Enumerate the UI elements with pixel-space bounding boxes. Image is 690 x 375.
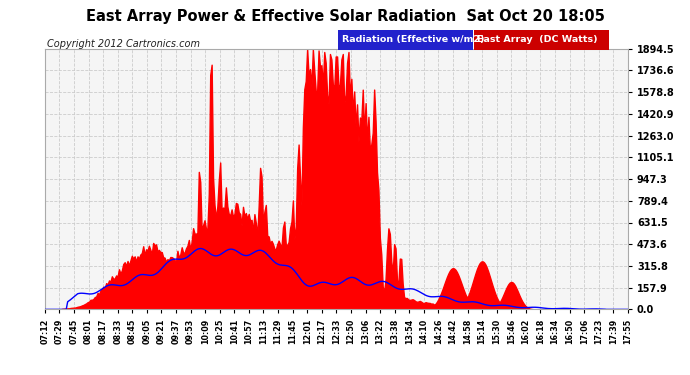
Text: East Array Power & Effective Solar Radiation  Sat Oct 20 18:05: East Array Power & Effective Solar Radia…	[86, 9, 604, 24]
Text: Radiation (Effective w/m2): Radiation (Effective w/m2)	[342, 35, 484, 44]
Text: East Array  (DC Watts): East Array (DC Watts)	[477, 35, 598, 44]
Text: Copyright 2012 Cartronics.com: Copyright 2012 Cartronics.com	[47, 39, 200, 50]
